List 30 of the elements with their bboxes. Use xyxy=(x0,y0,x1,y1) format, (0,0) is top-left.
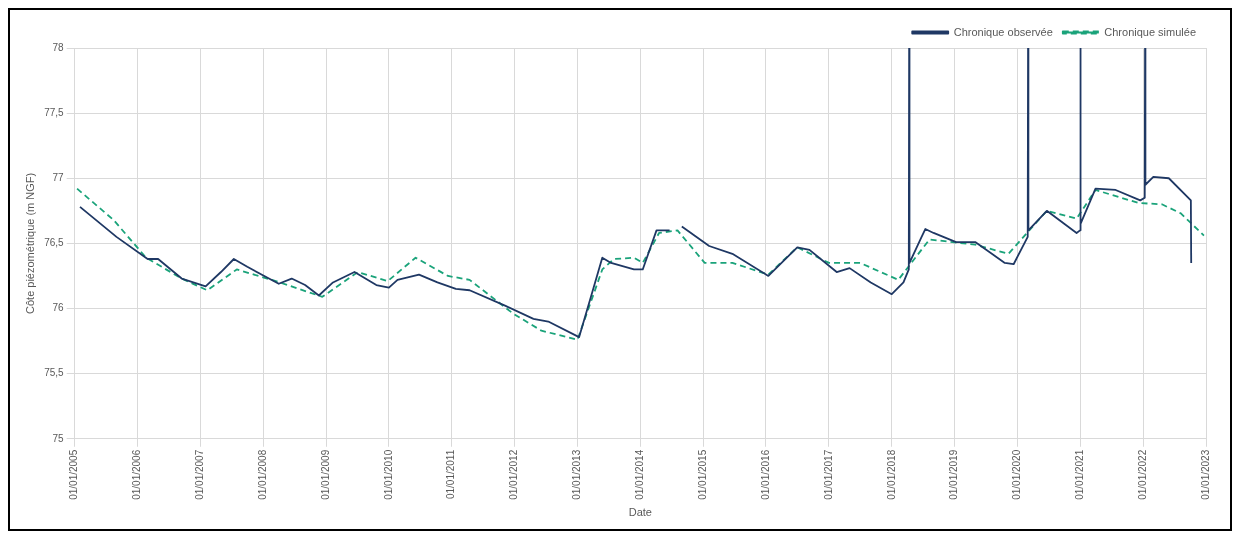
x-tick-label: 01/01/2015 xyxy=(696,449,708,500)
x-tick-label: 01/01/2023 xyxy=(1199,449,1211,500)
x-tick-label: 01/01/2018 xyxy=(885,449,897,500)
y-tick-label: 76 xyxy=(52,302,65,314)
x-tick-label: 01/01/2005 xyxy=(68,449,80,500)
y-tick-label: 76,5 xyxy=(44,237,65,249)
y-tick-label: 78 xyxy=(52,41,65,53)
y-tick-label: 77 xyxy=(52,172,65,183)
x-tick-label: 01/01/2020 xyxy=(1011,449,1023,500)
x-axis-title: Date xyxy=(628,506,652,519)
y-tick-label: 75,5 xyxy=(44,367,65,379)
x-tick-label: 01/01/2017 xyxy=(822,449,834,500)
x-tick-label: 01/01/2011 xyxy=(445,449,457,500)
y-axis-title: Côte piézométrique (m NGF) xyxy=(23,172,36,314)
x-tick-label: 01/01/2013 xyxy=(571,449,583,500)
x-tick-label: 01/01/2019 xyxy=(948,449,960,500)
x-tick-label: 01/01/2012 xyxy=(508,449,520,500)
legend-label: Chronique simulée xyxy=(1104,25,1196,38)
y-tick-label: 75 xyxy=(52,432,65,444)
y-tick-label: 77,5 xyxy=(44,106,65,118)
x-tick-label: 01/01/2007 xyxy=(194,449,206,500)
x-tick-label: 01/01/2014 xyxy=(634,449,646,500)
x-tick-label: 01/01/2009 xyxy=(319,449,331,500)
x-tick-label: 01/01/2008 xyxy=(256,449,268,500)
x-tick-label: 01/01/2010 xyxy=(382,449,394,500)
x-tick-label: 01/01/2006 xyxy=(131,449,143,500)
x-tick-label: 01/01/2016 xyxy=(759,449,771,500)
x-tick-label: 01/01/2021 xyxy=(1074,449,1086,500)
x-tick-label: 01/01/2022 xyxy=(1136,449,1148,500)
legend-label: Chronique observée xyxy=(953,25,1053,38)
